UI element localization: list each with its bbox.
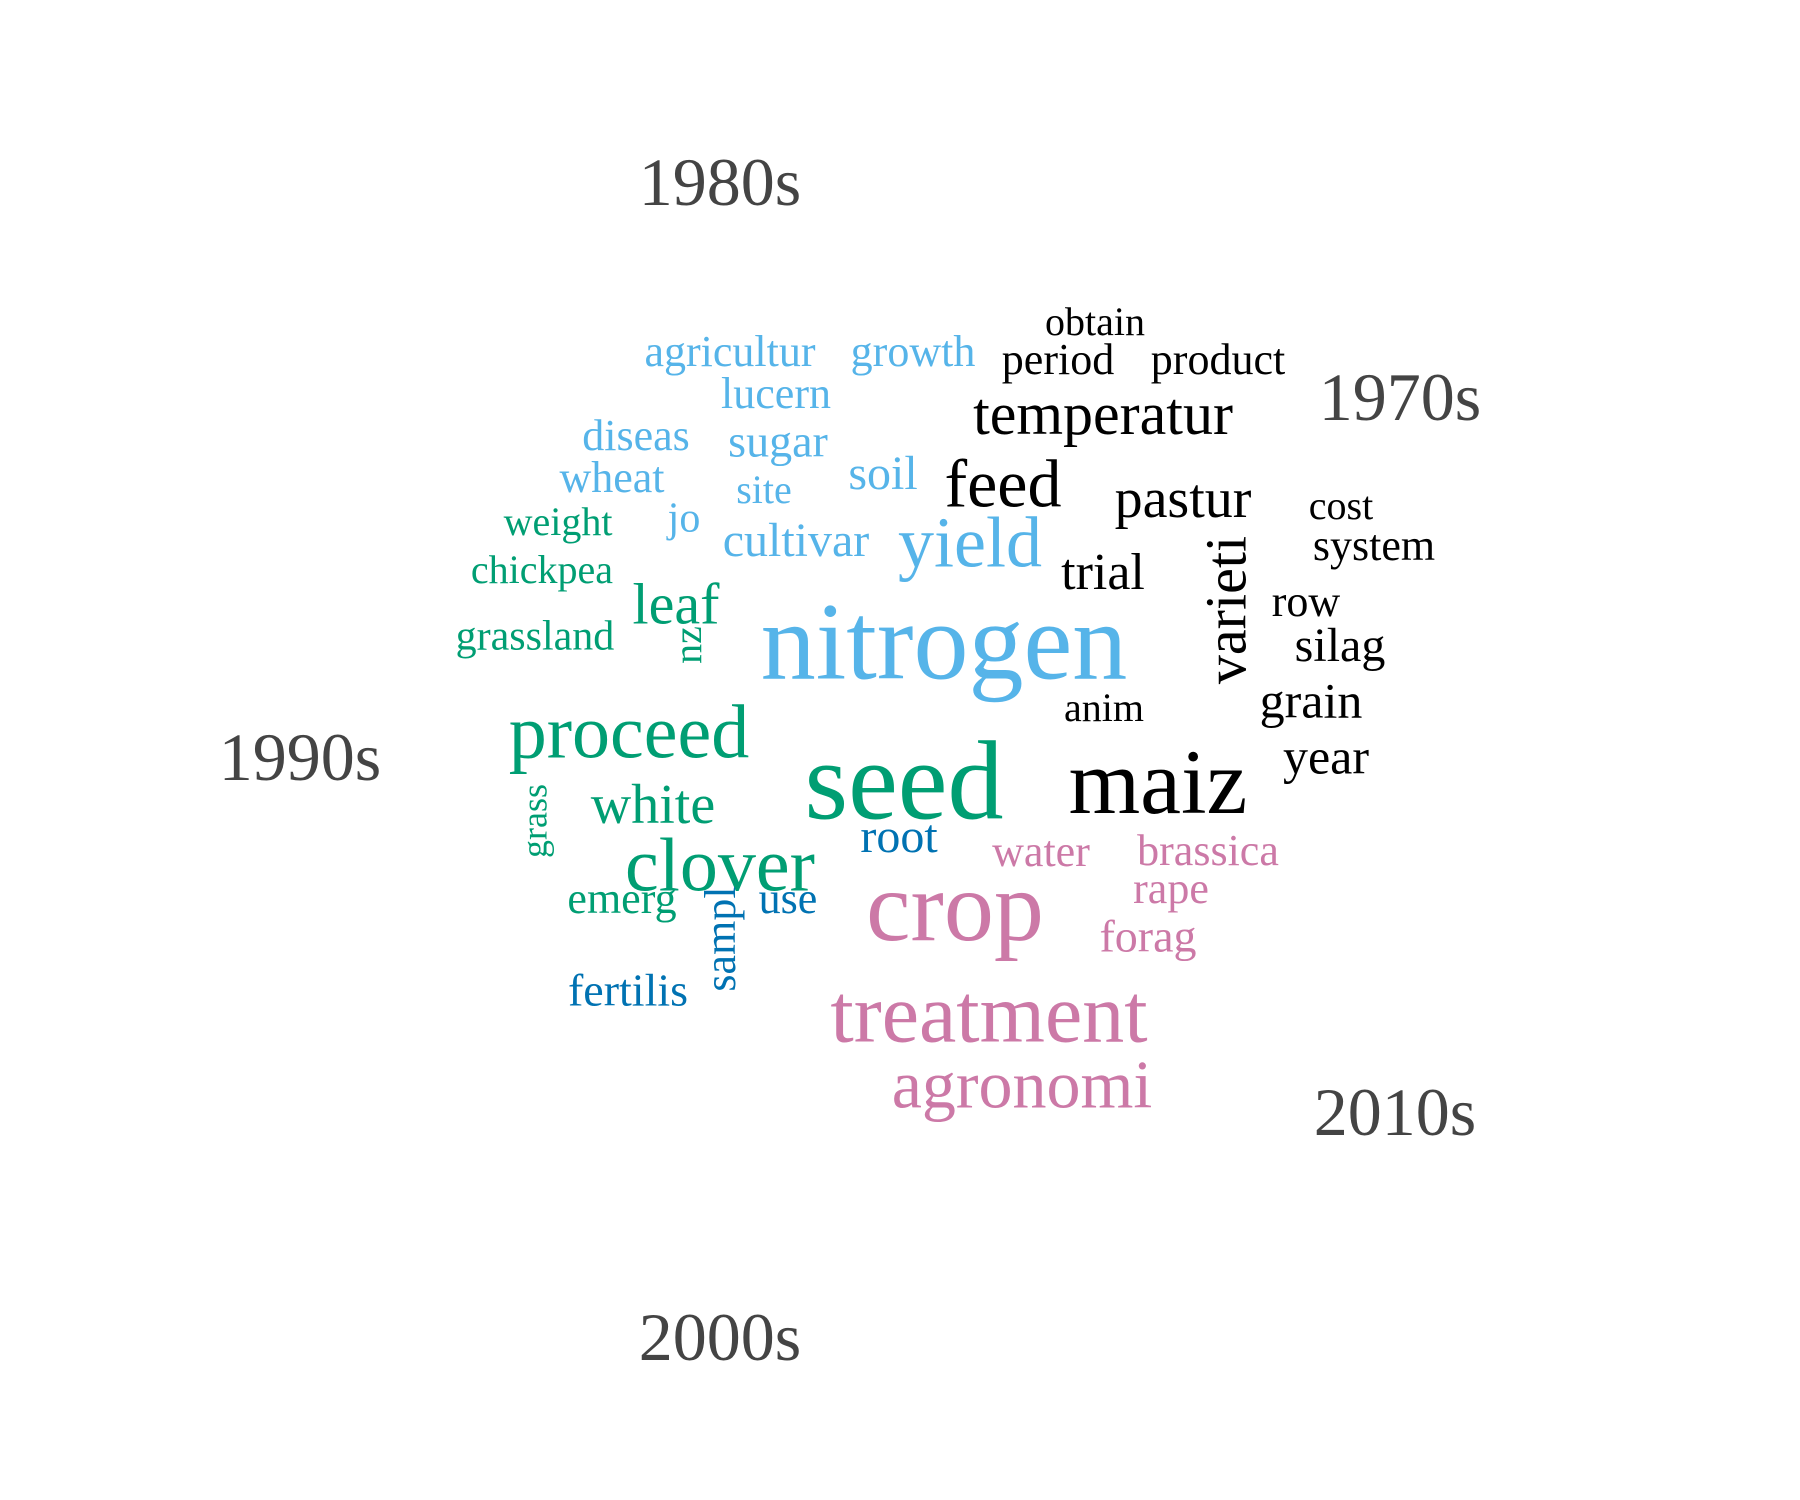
word-fertilis: fertilis — [568, 965, 688, 1016]
word-sugar: sugar — [728, 416, 828, 467]
word-white: white — [591, 774, 715, 836]
word-silag: silag — [1295, 619, 1386, 672]
word-emerg: emerg — [567, 874, 676, 923]
word-grassland: grassland — [456, 614, 615, 660]
group-label-1970s: 1970s — [1319, 359, 1481, 435]
word-anim: anim — [1064, 685, 1144, 730]
word-diseas: diseas — [582, 411, 690, 460]
word-chickpea: chickpea — [471, 547, 613, 592]
word-maiz: maiz — [1069, 731, 1248, 833]
word-agronomi: agronomi — [892, 1047, 1153, 1123]
word-leaf: leaf — [633, 571, 721, 636]
word-product: product — [1151, 335, 1285, 384]
word-agricultur: agricultur — [644, 327, 815, 376]
word-proceed: proceed — [509, 690, 750, 774]
word-system: system — [1313, 521, 1435, 570]
word-crop: crop — [866, 851, 1044, 962]
word-feed: feed — [944, 446, 1061, 522]
word-site: site — [736, 467, 792, 512]
word-yield: yield — [898, 503, 1042, 583]
group-label-1990s: 1990s — [219, 719, 381, 795]
word-lucern: lucern — [721, 369, 831, 418]
word-nz: nz — [665, 626, 710, 664]
word-forag: forag — [1099, 911, 1196, 962]
word-varieti: varieti — [1193, 536, 1258, 684]
word-root: root — [860, 810, 938, 863]
word-year: year — [1283, 728, 1369, 784]
word-grass: grass — [514, 784, 554, 858]
word-trial: trial — [1061, 544, 1145, 601]
word-clover: clover — [625, 823, 815, 907]
group-label-2000s: 2000s — [639, 1299, 801, 1375]
word-grain: grain — [1260, 672, 1363, 728]
word-jo: jo — [666, 496, 701, 542]
word-row: row — [1272, 577, 1341, 626]
word-seed: seed — [804, 720, 1003, 844]
word-obtain: obtain — [1045, 299, 1145, 344]
group-label-2010s: 2010s — [1314, 1074, 1476, 1150]
word-soil: soil — [848, 447, 917, 500]
word-treatment: treatment — [830, 967, 1147, 1060]
word-nitrogen: nitrogen — [761, 580, 1128, 702]
word-sampl: sampl — [696, 886, 745, 991]
group-label-1980s: 1980s — [639, 144, 801, 220]
word-cost: cost — [1309, 483, 1373, 528]
word-pastur: pastur — [1115, 468, 1252, 530]
word-use: use — [759, 874, 818, 923]
word-rape: rape — [1133, 864, 1209, 913]
word-water: water — [992, 827, 1090, 876]
word-brassica: brassica — [1137, 826, 1279, 875]
word-period: period — [1002, 335, 1114, 384]
word-growth: growth — [851, 327, 976, 376]
word-cultivar: cultivar — [723, 514, 870, 567]
word-temperatur: temperatur — [973, 381, 1233, 447]
word-weight: weight — [504, 499, 613, 544]
word-wheat: wheat — [559, 453, 664, 502]
